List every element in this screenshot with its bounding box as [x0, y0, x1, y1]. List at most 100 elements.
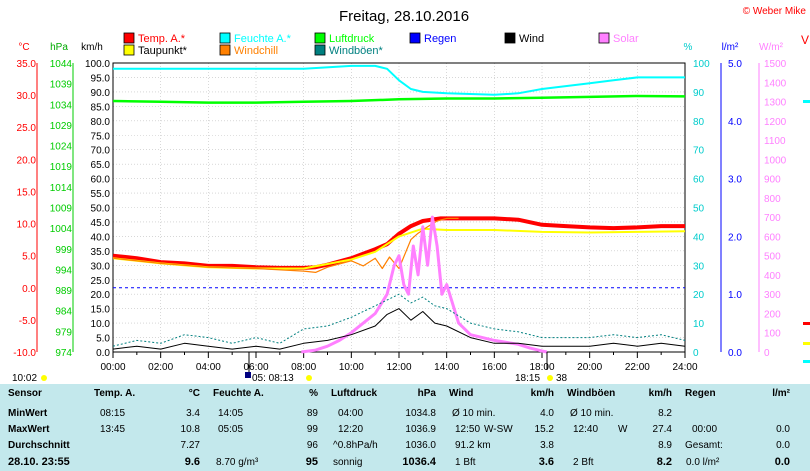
y-tick-label-wind: 50.0	[91, 204, 111, 215]
y-tick-label-humidity: 90	[693, 88, 705, 99]
min-label: MinWert	[8, 408, 48, 419]
hdr-wind-unit: km/h	[530, 388, 554, 399]
max-rain-val: 0.0	[776, 424, 790, 435]
max-press-val: 1036.9	[405, 424, 436, 435]
min-temp-val: 3.4	[186, 408, 200, 419]
min-wind-val: 4.0	[540, 408, 554, 419]
y-tick-label-temp: 5.0	[22, 252, 36, 263]
y-tick-label-solar: 1100	[764, 136, 786, 147]
legend-swatch	[504, 32, 516, 44]
y-tick-label-temp: -5.0	[19, 316, 37, 327]
y-tick-label-temp: 20.0	[17, 155, 37, 166]
legend-label: Luftdruck	[329, 33, 375, 45]
plot-area	[112, 64, 686, 354]
avg-wind-val: 3.8	[540, 440, 554, 451]
max-temp-time: 13:45	[100, 424, 126, 435]
avg-gust-val: 8.9	[658, 440, 672, 451]
y-tick-label-wind: 0.0	[96, 348, 110, 359]
y-tick-label-solar: 1200	[764, 117, 787, 128]
x-tick-label: 22:00	[625, 362, 650, 373]
avg-press-val: 1036.0	[405, 440, 436, 451]
y-tick-label-solar: 400	[764, 271, 781, 282]
series-line-wind	[112, 308, 686, 350]
hdr-rain-unit: l/m²	[772, 388, 790, 399]
series-line-solar	[301, 215, 548, 354]
x-tick-label: 04:00	[196, 362, 221, 373]
y-tick-label-solar: 500	[764, 252, 781, 263]
y-tick-label-wind: 5.0	[96, 334, 110, 345]
x-tick-label: 06:00	[243, 362, 268, 373]
y-tick-label-pressure: 1009	[50, 204, 73, 215]
y-tick-label-humidity: 20	[693, 290, 705, 301]
min-gust-val: 8.2	[658, 408, 672, 419]
current-wind-val: 3.6	[538, 456, 554, 468]
max-wind-val: 15.2	[534, 424, 554, 435]
legend-label: Windböen*	[329, 45, 384, 57]
series-line-feuchte-a	[113, 64, 685, 96]
y-tick-label-solar: 1000	[764, 155, 787, 166]
current-rain-extra: 0.0 l/m²	[686, 457, 720, 468]
hdr-hum: Feuchte A.	[213, 388, 264, 399]
y-tick-label-wind: 80.0	[91, 117, 111, 128]
unit-temp: °C	[18, 42, 29, 53]
y-tick-label-humidity: 0	[693, 348, 699, 359]
current-press-desc: sonnig	[333, 457, 363, 468]
y-tick-label-rain: 3.0	[728, 175, 742, 186]
legend-swatch	[123, 32, 135, 44]
current-hum-val: 95	[305, 456, 318, 468]
y-tick-label-pressure: 984	[55, 307, 72, 318]
current-hum-extra: 8.70 g/m³	[216, 457, 259, 468]
hdr-press-unit: hPa	[417, 388, 436, 399]
y-tick-label-pressure: 989	[55, 286, 72, 297]
y-tick-label-wind: 45.0	[91, 218, 111, 229]
unit-pressure: hPa	[50, 42, 68, 53]
annot-first-time: 10:02	[12, 373, 37, 384]
avg-temp-val: 7.27	[180, 440, 200, 451]
y-tick-label-solar: 900	[764, 175, 781, 186]
avg-label: Durchschnitt	[8, 440, 70, 451]
y-tick-label-wind: 55.0	[91, 189, 111, 200]
sunrise-icon	[245, 372, 251, 378]
max-gust-dir: W	[618, 424, 628, 435]
max-gust-val: 27.4	[652, 424, 672, 435]
axis-units: °C hPa km/h% l/m² W/m² V	[18, 33, 809, 53]
y-tick-label-wind: 75.0	[91, 131, 111, 142]
y-tick-label-pressure: 1004	[50, 224, 73, 235]
y-tick-label-pressure: 1039	[50, 80, 73, 91]
x-tick-label: 10:00	[339, 362, 364, 373]
y-tick-label-humidity: 30	[693, 261, 705, 272]
legend-label: Solar	[613, 33, 639, 45]
y-tick-label-wind: 40.0	[91, 232, 111, 243]
min-press-val: 1034.8	[405, 408, 436, 419]
unit-wind: km/h	[81, 42, 103, 53]
annot-sunset-minutes: 38	[556, 373, 568, 384]
y-tick-label-humidity: 50	[693, 204, 705, 215]
edge-mark	[803, 360, 810, 363]
series-line-windchill	[112, 217, 459, 273]
x-tick-label: 12:00	[386, 362, 411, 373]
x-tick-label: 20:00	[577, 362, 602, 373]
y-tick-label-pressure: 979	[55, 327, 72, 338]
y-tick-label-wind: 70.0	[91, 146, 111, 157]
y-tick-label-wind: 20.0	[91, 290, 111, 301]
unit-solar: W/m²	[759, 42, 784, 53]
axes: 00:00 02:00 04:00 06:00 08:00 10:00 12:00 14:00…	[13, 59, 810, 373]
legend-swatch	[409, 32, 421, 44]
y-tick-label-wind: 10.0	[91, 319, 111, 330]
annotations: 10:02 05: 08:13 18:15 38	[12, 352, 568, 384]
unit-rain: l/m²	[722, 42, 739, 53]
min-temp-time: 08:15	[100, 408, 126, 419]
y-tick-label-humidity: 70	[693, 146, 705, 157]
legend: Temp. A.* Feuchte A.* Luftdruck Regen Wind So…	[123, 32, 639, 57]
max-hum-val: 99	[306, 424, 318, 435]
y-tick-label-solar: 700	[764, 213, 781, 224]
y-tick-label-solar: 1400	[764, 78, 787, 89]
x-tick-label: 24:00	[672, 362, 697, 373]
hdr-temp-unit: °C	[188, 388, 200, 399]
avg-wind-dist: 91.2 km	[455, 440, 491, 451]
legend-label: Temp. A.*	[138, 33, 186, 45]
hdr-gust-unit: km/h	[648, 388, 672, 399]
y-tick-label-wind: 65.0	[91, 160, 111, 171]
plot-frame	[112, 62, 686, 353]
table-row-max: MaxWert 13:45 10.8 05:05 99 12:20 1036.9…	[0, 422, 810, 437]
